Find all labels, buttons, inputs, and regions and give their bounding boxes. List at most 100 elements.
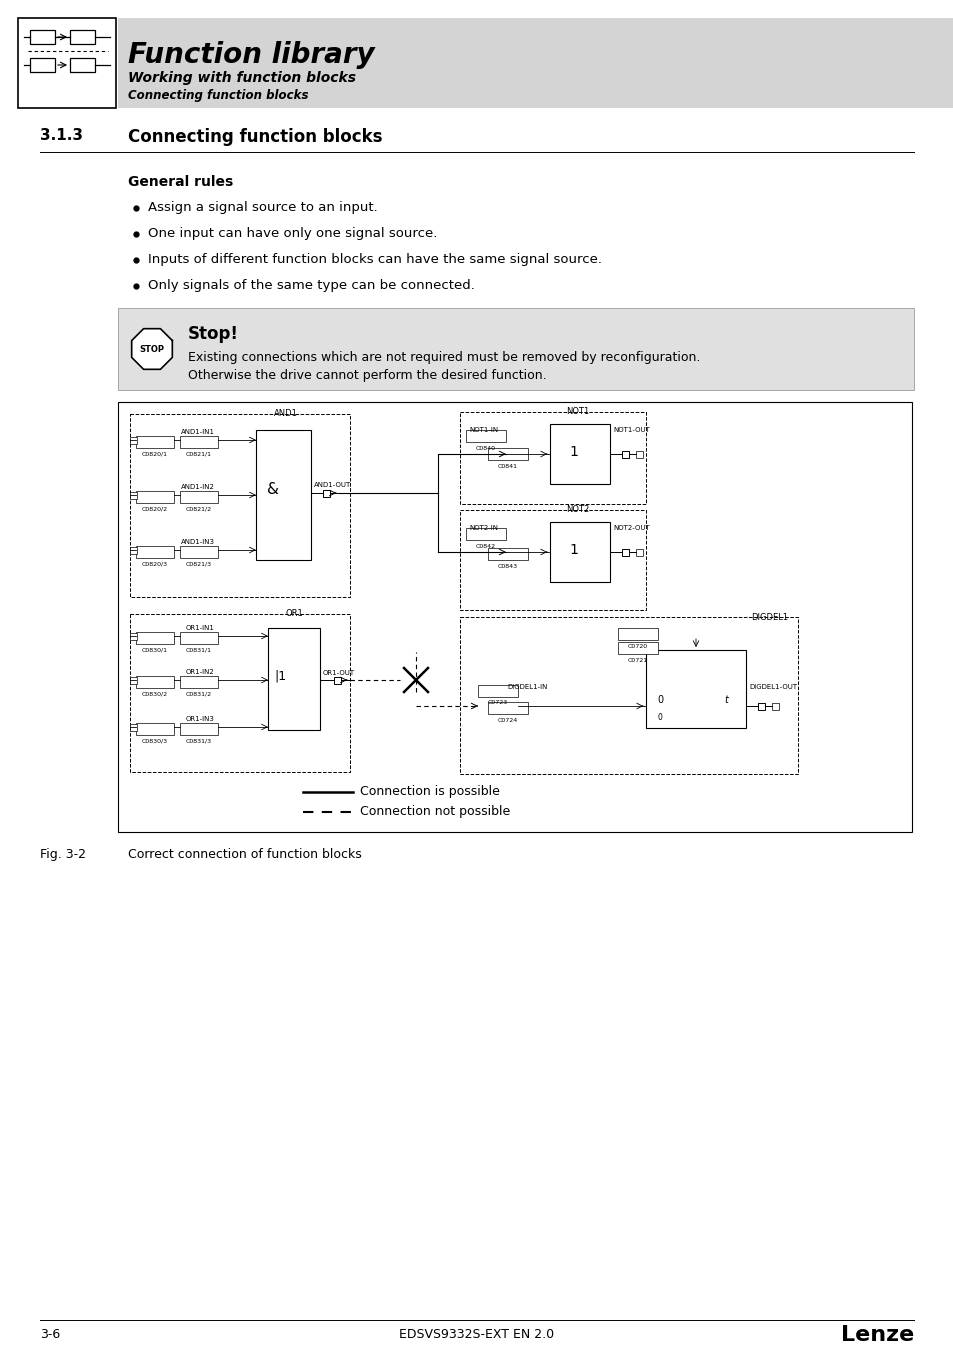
Text: C0831/2: C0831/2 [186, 691, 212, 697]
Text: 3-6: 3-6 [40, 1328, 60, 1342]
Text: Inputs of different function blocks can have the same signal source.: Inputs of different function blocks can … [148, 254, 601, 266]
Bar [180, 436, 218, 448]
Text: STOP: STOP [139, 344, 164, 354]
Bar [758, 703, 764, 710]
Text: C0840: C0840 [476, 446, 496, 451]
Text: OR1: OR1 [285, 609, 302, 618]
Text: Lenze: Lenze [840, 1324, 913, 1345]
Bar [30, 30, 55, 45]
Bar [70, 30, 95, 45]
Text: t: t [723, 695, 727, 705]
Bar [645, 649, 745, 728]
Bar [255, 431, 311, 560]
Text: C0830/1: C0830/1 [142, 648, 168, 652]
Text: C0721: C0721 [627, 657, 647, 663]
Bar [130, 437, 137, 444]
Text: C0831/3: C0831/3 [186, 738, 212, 744]
Bar [477, 684, 517, 697]
Text: C0830/3: C0830/3 [142, 738, 168, 744]
Bar [268, 628, 319, 730]
Text: Connecting function blocks: Connecting function blocks [128, 89, 308, 101]
Text: General rules: General rules [128, 176, 233, 189]
Text: Only signals of the same type can be connected.: Only signals of the same type can be con… [148, 279, 475, 293]
Text: C0841: C0841 [497, 463, 517, 468]
Text: C0843: C0843 [497, 563, 517, 568]
Bar [130, 491, 137, 500]
Text: AND1-IN2: AND1-IN2 [181, 485, 214, 490]
Text: NOT2-OUT: NOT2-OUT [613, 525, 649, 531]
Bar [505, 451, 513, 458]
Bar [180, 676, 218, 688]
Text: NOT1-IN: NOT1-IN [469, 427, 497, 433]
Bar [136, 436, 173, 448]
Bar [130, 633, 137, 640]
Text: C0723: C0723 [487, 701, 508, 706]
Bar [334, 676, 340, 684]
Bar [505, 549, 513, 556]
Bar [618, 628, 658, 640]
Text: C0831/1: C0831/1 [186, 648, 212, 652]
Text: Working with function blocks: Working with function blocks [128, 72, 355, 85]
Bar [136, 676, 173, 688]
Text: One input can have only one signal source.: One input can have only one signal sourc… [148, 228, 436, 240]
Bar [30, 58, 55, 72]
Bar [118, 402, 911, 832]
Text: C0720: C0720 [627, 644, 647, 648]
Bar [118, 308, 913, 390]
Bar [465, 431, 505, 441]
Text: C0820/3: C0820/3 [142, 562, 168, 567]
Bar [136, 632, 173, 644]
Text: Connecting function blocks: Connecting function blocks [128, 128, 382, 146]
Text: DIGDEL1-IN: DIGDEL1-IN [506, 684, 547, 690]
Bar [550, 424, 609, 485]
Text: Assign a signal source to an input.: Assign a signal source to an input. [148, 201, 377, 215]
Text: Existing connections which are not required must be removed by reconfiguration.: Existing connections which are not requi… [188, 351, 700, 364]
Bar [118, 18, 953, 108]
Bar [488, 448, 527, 460]
Text: 3.1.3: 3.1.3 [40, 128, 83, 143]
Text: AND1-IN1: AND1-IN1 [181, 429, 214, 435]
Text: 0: 0 [657, 695, 662, 705]
Bar [517, 703, 524, 710]
Text: NOT1: NOT1 [566, 408, 589, 417]
Text: |1: |1 [274, 670, 286, 683]
Text: C0820/1: C0820/1 [142, 451, 168, 456]
Text: Connection is possible: Connection is possible [359, 786, 499, 798]
Bar [18, 18, 116, 108]
Text: AND1-OUT: AND1-OUT [314, 482, 351, 487]
Text: EDSVS9332S-EXT EN 2.0: EDSVS9332S-EXT EN 2.0 [399, 1328, 554, 1342]
Bar [136, 545, 173, 558]
Text: OR1-IN1: OR1-IN1 [186, 625, 214, 630]
Bar [70, 58, 95, 72]
Bar [180, 632, 218, 644]
Text: Function library: Function library [128, 40, 375, 69]
Text: C0724: C0724 [497, 717, 517, 722]
Text: C0821/2: C0821/2 [186, 506, 212, 512]
Text: 1: 1 [569, 446, 578, 459]
Text: Fig. 3-2: Fig. 3-2 [40, 848, 86, 861]
Text: C0821/1: C0821/1 [186, 451, 212, 456]
Text: C0821/3: C0821/3 [186, 562, 212, 567]
Bar [488, 702, 527, 714]
Bar [618, 643, 658, 653]
Text: C0820/2: C0820/2 [142, 506, 168, 512]
Text: AND1-IN3: AND1-IN3 [181, 539, 214, 545]
Text: AND1: AND1 [274, 409, 297, 418]
Text: NOT2: NOT2 [566, 505, 589, 514]
Text: 1: 1 [569, 543, 578, 558]
Bar [136, 724, 173, 734]
Bar [771, 703, 779, 710]
Text: Otherwise the drive cannot perform the desired function.: Otherwise the drive cannot perform the d… [188, 369, 546, 382]
Bar [136, 491, 173, 504]
Bar [636, 451, 642, 458]
Bar [621, 549, 628, 556]
Text: Connection not possible: Connection not possible [359, 806, 510, 818]
Bar [180, 545, 218, 558]
Bar [130, 547, 137, 553]
Text: C0830/2: C0830/2 [142, 691, 168, 697]
Bar [130, 676, 137, 684]
Bar [130, 724, 137, 730]
Bar [636, 549, 642, 556]
Text: DIGDEL1-OUT: DIGDEL1-OUT [748, 684, 797, 690]
Text: OR1-OUT: OR1-OUT [323, 670, 355, 676]
